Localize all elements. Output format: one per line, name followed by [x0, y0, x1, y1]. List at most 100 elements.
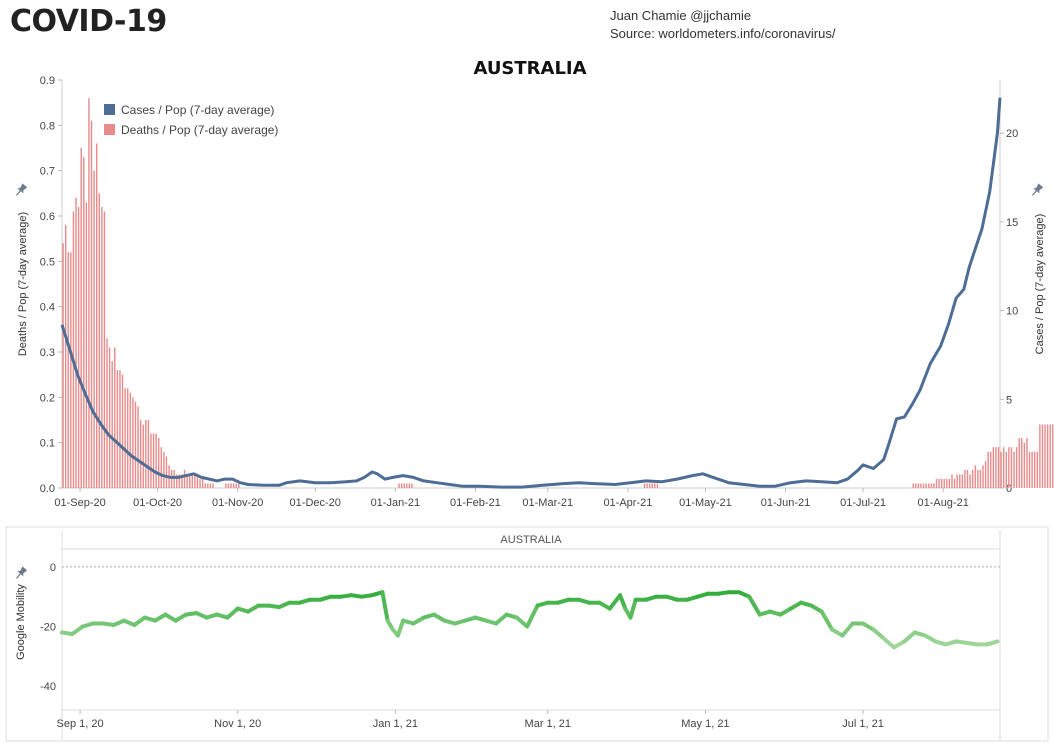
x-tick-label: 01-Nov-20 [212, 497, 263, 509]
deaths-bar [987, 451, 989, 488]
deaths-bar [227, 483, 230, 488]
deaths-bar [933, 483, 935, 488]
deaths-bar [922, 483, 925, 488]
x-tick-label: 01-Feb-21 [450, 497, 501, 509]
deaths-bar [984, 460, 987, 488]
legend-label-deaths: Deaths / Pop (7-day average) [121, 123, 278, 137]
y-tick-label-right: 20 [1006, 128, 1018, 140]
mobility-x-tick-label: Sep 1, 20 [57, 718, 104, 730]
deaths-bar [400, 483, 403, 488]
deaths-bar [977, 469, 979, 488]
deaths-bar [232, 483, 235, 488]
y-tick-label-right: 0 [1006, 483, 1012, 495]
deaths-bar [108, 347, 111, 488]
deaths-bar [191, 474, 194, 488]
deaths-bar [85, 202, 88, 488]
deaths-bar [157, 438, 160, 488]
deaths-bar [971, 469, 974, 488]
deaths-bar [656, 483, 659, 488]
y-tick-label-left: 0.4 [40, 302, 55, 314]
deaths-bar [212, 483, 214, 488]
deaths-bar [150, 433, 152, 488]
mobility-line-segment [840, 621, 855, 638]
deaths-bar [403, 483, 405, 488]
deaths-bar [207, 483, 209, 488]
deaths-bar [119, 370, 121, 488]
legend-swatch-cases [104, 104, 115, 115]
deaths-bar [129, 392, 131, 488]
deaths-bar [152, 433, 155, 488]
deaths-bar [997, 447, 1000, 488]
mobility-line-segment [628, 597, 638, 620]
mobility-line-segment [830, 627, 845, 638]
deaths-bar [1028, 451, 1031, 488]
deaths-bar [137, 406, 139, 488]
mobility-line-segment [132, 615, 147, 627]
deaths-bar [982, 465, 984, 488]
mobility-line-segment [514, 615, 530, 629]
y-tick-label-left: 0.9 [40, 75, 55, 87]
mobility-y-tick-label: -20 [40, 622, 56, 634]
pin-icon-needle [16, 190, 21, 196]
deaths-bar [1021, 438, 1023, 488]
deaths-bar [178, 474, 181, 488]
deaths-bar [111, 361, 113, 488]
deaths-bar [1018, 438, 1020, 488]
deaths-bar [199, 478, 201, 488]
deaths-bar [116, 370, 119, 488]
deaths-bar [72, 211, 75, 488]
x-tick-label: 01-Jun-21 [761, 497, 811, 509]
deaths-bar [132, 397, 134, 488]
deaths-bar [406, 483, 408, 488]
mobility-line-segment [494, 612, 509, 626]
mobility-y-axis-title: Google Mobility [15, 584, 27, 660]
deaths-bar [411, 483, 413, 488]
x-tick-label: 01-Apr-21 [603, 497, 652, 509]
mobility-x-tick-label: May 1, 21 [681, 718, 729, 730]
x-tick-label: 01-Sep-20 [54, 497, 105, 509]
deaths-bar [134, 401, 137, 488]
deaths-bar [951, 474, 953, 488]
deaths-bar [83, 157, 85, 489]
mobility-line-segment [747, 594, 762, 617]
deaths-bar [114, 347, 116, 488]
deaths-bar [93, 170, 95, 488]
y-tick-label-left: 0.1 [40, 438, 55, 450]
deaths-bar [101, 206, 103, 488]
deaths-bar [651, 483, 653, 488]
deaths-bar [124, 388, 126, 488]
deaths-bar [103, 211, 106, 488]
deaths-bar [121, 374, 124, 488]
mobility-x-tick-label: Jul 1, 21 [842, 718, 884, 730]
deaths-bar [170, 469, 173, 488]
deaths-bar [964, 469, 966, 488]
deaths-bar [1046, 424, 1049, 488]
deaths-bar [961, 474, 964, 488]
mobility-y-tick-label: -40 [40, 681, 56, 693]
mobility-y-tick-label: 0 [50, 562, 56, 574]
deaths-bar [1013, 451, 1015, 488]
mobility-x-tick-label: Nov 1, 20 [214, 718, 261, 730]
deaths-bar [956, 474, 958, 488]
deaths-bar [959, 474, 961, 488]
deaths-bar [646, 483, 648, 488]
deaths-bar [163, 451, 165, 488]
mobility-x-tick-label: Mar 1, 21 [525, 718, 571, 730]
mobility-line-segment [153, 612, 168, 623]
mobility-line-segment [985, 639, 1000, 647]
mobility-line-segment [881, 636, 897, 650]
deaths-bar [1033, 451, 1036, 488]
deaths-bar [1002, 447, 1005, 488]
deaths-bar [1000, 451, 1002, 488]
deaths-bar [155, 433, 157, 488]
deaths-bar [408, 483, 411, 488]
deaths-bar [1052, 424, 1054, 488]
deaths-bar [235, 483, 237, 488]
mobility-line-segment [861, 621, 876, 632]
mobility-line-segment [525, 603, 540, 629]
chart-title: AUSTRALIA [473, 58, 587, 79]
y-tick-label-right: 15 [1006, 217, 1018, 229]
y-axis-title-left: Deaths / Pop (7-day average) [17, 212, 29, 356]
deaths-bar [147, 420, 150, 488]
pin-icon [1032, 183, 1044, 196]
